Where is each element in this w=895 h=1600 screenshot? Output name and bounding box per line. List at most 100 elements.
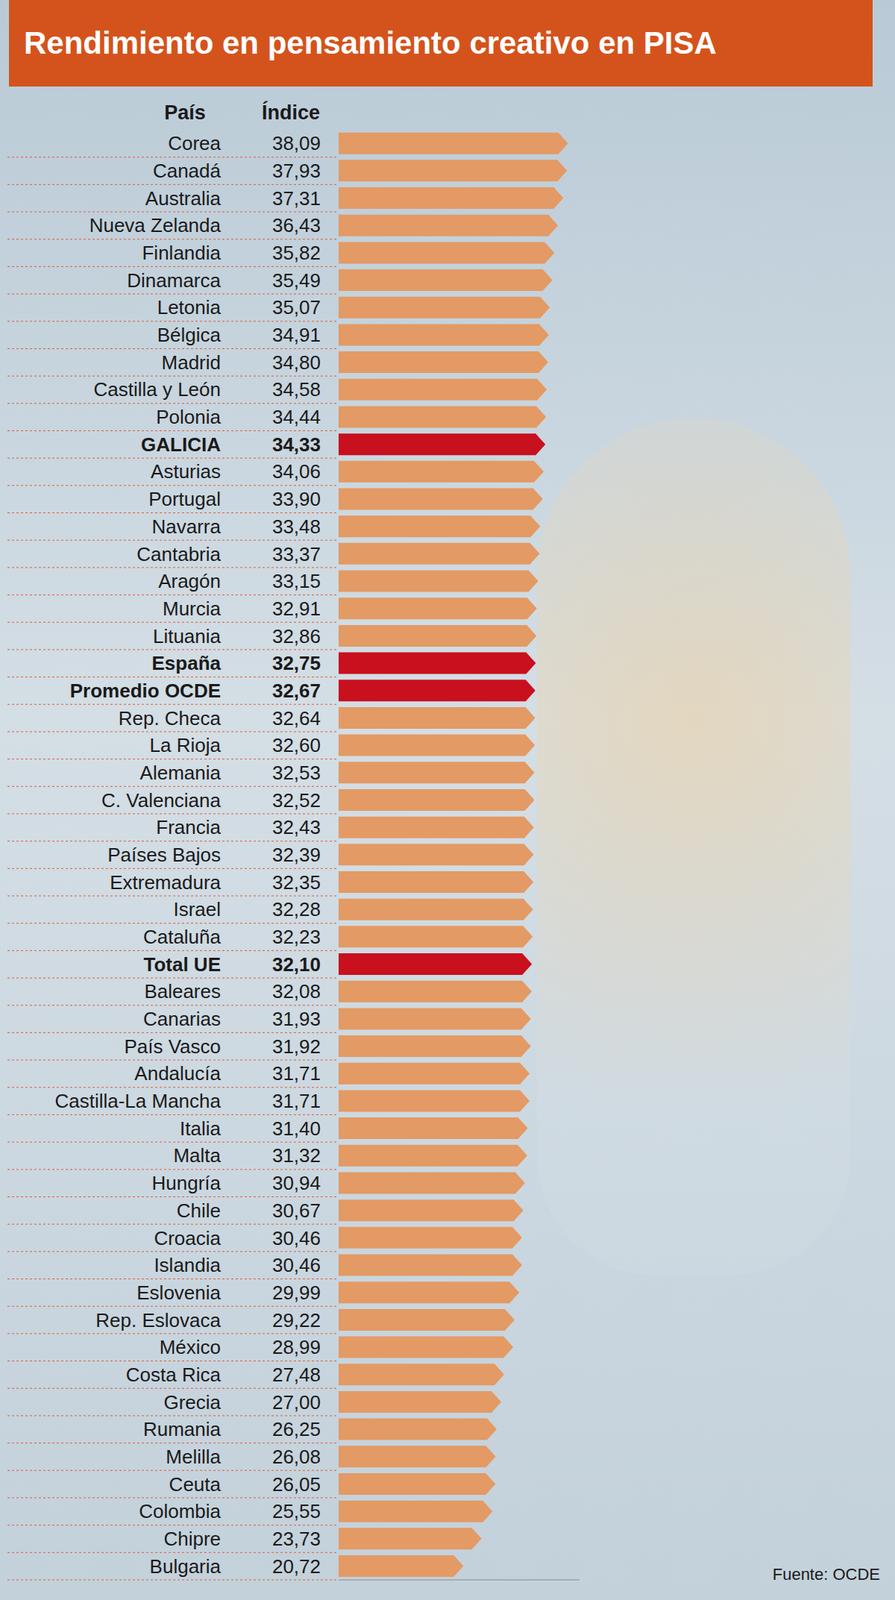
svg-text:33,37: 33,37 (272, 542, 321, 566)
svg-text:33,15: 33,15 (272, 569, 321, 593)
svg-text:34,80: 34,80 (272, 351, 321, 374)
svg-text:30,67: 30,67 (272, 1199, 321, 1222)
svg-text:34,58: 34,58 (272, 378, 321, 401)
svg-text:32,39: 32,39 (272, 843, 321, 866)
svg-text:País Vasco: País Vasco (123, 1035, 221, 1058)
svg-text:32,08: 32,08 (272, 980, 321, 1003)
svg-text:37,93: 37,93 (272, 159, 321, 182)
svg-text:35,07: 35,07 (272, 296, 321, 319)
svg-text:Canadá: Canadá (152, 159, 222, 182)
svg-text:32,23: 32,23 (272, 925, 321, 948)
svg-text:38,09: 38,09 (272, 132, 321, 155)
svg-text:Polonia: Polonia (155, 405, 221, 429)
svg-text:32,91: 32,91 (272, 597, 321, 620)
svg-text:32,86: 32,86 (272, 625, 321, 648)
svg-text:34,91: 34,91 (272, 323, 321, 347)
svg-text:31,71: 31,71 (272, 1062, 321, 1085)
svg-text:32,64: 32,64 (272, 707, 321, 730)
svg-text:30,46: 30,46 (272, 1253, 321, 1277)
svg-text:33,48: 33,48 (272, 515, 321, 538)
svg-text:Francia: Francia (155, 815, 221, 839)
svg-text:Bulgaria: Bulgaria (149, 1555, 222, 1578)
svg-text:Rumania: Rumania (143, 1417, 222, 1441)
svg-text:Asturias: Asturias (150, 460, 221, 483)
svg-text:Andalucía: Andalucía (134, 1062, 221, 1085)
svg-text:Rep. Eslovaca: Rep. Eslovaca (95, 1308, 221, 1332)
svg-text:Chipre: Chipre (163, 1527, 221, 1550)
svg-text:Grecia: Grecia (163, 1390, 221, 1414)
svg-text:32,60: 32,60 (272, 733, 321, 757)
svg-text:34,44: 34,44 (272, 405, 321, 429)
svg-text:C. Valenciana: C. Valenciana (101, 789, 221, 812)
svg-text:30,94: 30,94 (272, 1171, 321, 1195)
svg-text:Finlandia: Finlandia (141, 241, 221, 265)
svg-text:Canarias: Canarias (143, 1007, 221, 1030)
svg-text:31,71: 31,71 (272, 1089, 321, 1113)
svg-text:Castilla y León: Castilla y León (93, 378, 221, 401)
svg-text:Croacia: Croacia (153, 1226, 221, 1250)
svg-text:Ceuta: Ceuta (169, 1473, 222, 1496)
svg-text:30,46: 30,46 (272, 1226, 321, 1250)
svg-text:Extremadura: Extremadura (109, 871, 221, 894)
svg-text:Navarra: Navarra (152, 515, 222, 538)
svg-text:Italia: Italia (179, 1117, 221, 1140)
svg-text:26,08: 26,08 (272, 1445, 321, 1468)
svg-text:Costa Rica: Costa Rica (126, 1363, 222, 1386)
svg-text:Islandia: Islandia (153, 1253, 221, 1277)
svg-text:32,35: 32,35 (272, 871, 321, 894)
svg-text:Rep. Checa: Rep. Checa (118, 707, 222, 730)
svg-text:Aragón: Aragón (158, 569, 221, 593)
svg-text:Hungría: Hungría (152, 1171, 222, 1195)
svg-text:32,52: 32,52 (272, 789, 321, 812)
svg-text:23,73: 23,73 (272, 1527, 321, 1550)
svg-text:Murcia: Murcia (162, 597, 222, 620)
svg-text:33,90: 33,90 (272, 487, 321, 511)
svg-text:29,22: 29,22 (272, 1308, 321, 1332)
svg-text:Nueva Zelanda: Nueva Zelanda (89, 214, 222, 237)
svg-text:Malta: Malta (173, 1144, 221, 1167)
svg-text:29,99: 29,99 (272, 1281, 321, 1304)
svg-text:20,72: 20,72 (272, 1555, 321, 1578)
svg-text:Cataluña: Cataluña (143, 925, 222, 948)
svg-text:Chile: Chile (176, 1199, 221, 1222)
svg-text:Alemania: Alemania (140, 761, 222, 784)
svg-text:Lituania: Lituania (152, 625, 222, 648)
svg-text:Australia: Australia (145, 187, 222, 210)
svg-text:Total UE: Total UE (143, 953, 221, 976)
svg-text:Corea: Corea (167, 132, 221, 155)
svg-text:25,55: 25,55 (272, 1499, 321, 1523)
svg-text:Eslovenia: Eslovenia (136, 1281, 221, 1304)
svg-text:Bélgica: Bélgica (157, 323, 222, 347)
svg-text:Madrid: Madrid (161, 351, 221, 374)
svg-text:26,25: 26,25 (272, 1417, 321, 1441)
svg-text:35,82: 35,82 (272, 241, 321, 265)
svg-text:31,92: 31,92 (272, 1035, 321, 1058)
svg-text:Castilla-La Mancha: Castilla-La Mancha (54, 1089, 221, 1113)
svg-text:31,40: 31,40 (272, 1117, 321, 1140)
svg-text:37,31: 37,31 (272, 187, 321, 210)
svg-text:Cantabria: Cantabria (136, 542, 221, 566)
svg-text:26,05: 26,05 (272, 1473, 321, 1496)
svg-text:27,00: 27,00 (272, 1390, 321, 1414)
svg-text:32,53: 32,53 (272, 761, 321, 784)
svg-text:Dinamarca: Dinamarca (126, 269, 221, 292)
svg-text:Países Bajos: Países Bajos (107, 843, 221, 866)
svg-text:España: España (152, 651, 222, 675)
svg-text:32,43: 32,43 (272, 815, 321, 839)
svg-text:27,48: 27,48 (272, 1363, 321, 1386)
svg-text:Promedio OCDE: Promedio OCDE (70, 679, 221, 702)
svg-text:32,28: 32,28 (272, 897, 321, 921)
svg-text:Letonia: Letonia (157, 296, 222, 319)
svg-text:GALICIA: GALICIA (140, 433, 221, 456)
svg-text:28,99: 28,99 (272, 1335, 321, 1359)
svg-text:32,10: 32,10 (272, 953, 321, 976)
svg-text:31,93: 31,93 (272, 1007, 321, 1030)
svg-text:32,67: 32,67 (272, 679, 321, 702)
svg-text:Melilla: Melilla (165, 1445, 221, 1468)
svg-text:Israel: Israel (173, 897, 221, 921)
svg-text:La Rioja: La Rioja (149, 733, 222, 757)
svg-text:35,49: 35,49 (272, 269, 321, 292)
svg-text:32,75: 32,75 (272, 651, 321, 675)
svg-text:México: México (159, 1335, 221, 1359)
svg-text:31,32: 31,32 (272, 1144, 321, 1167)
